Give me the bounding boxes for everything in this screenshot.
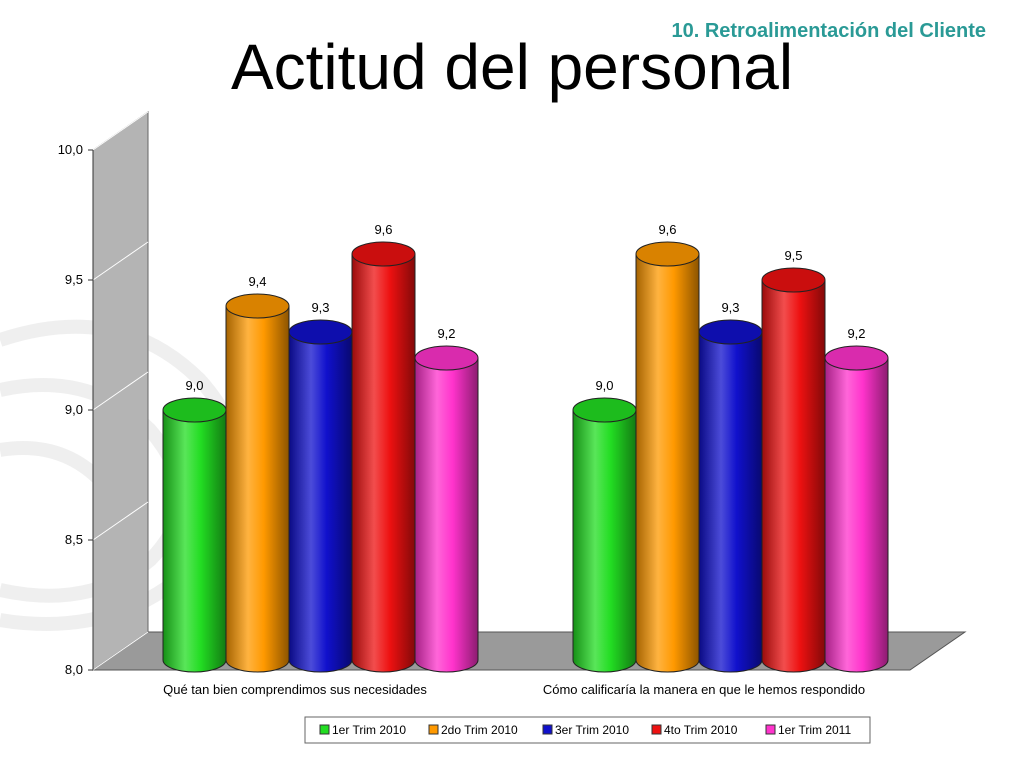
legend-item: 3er Trim 2010 [542, 723, 629, 737]
y-tick-label: 8,0 [65, 662, 83, 677]
data-label: 9,6 [658, 222, 676, 237]
data-label: 9,0 [595, 378, 613, 393]
data-label: 9,6 [374, 222, 392, 237]
bar-4-cat-2 [761, 267, 826, 673]
bar-5-cat-2 [824, 345, 889, 673]
data-label: 9,3 [311, 300, 329, 315]
section-tag: 10. Retroalimentación del Cliente [671, 20, 986, 42]
y-tick-label: 10,0 [58, 142, 83, 157]
legend-label: 2do Trim 2010 [441, 723, 518, 737]
y-tick-label: 8,5 [65, 532, 83, 547]
legend-label: 4to Trim 2010 [664, 723, 738, 737]
legend-label: 1er Trim 2011 [778, 723, 851, 737]
bar-2-cat-2 [635, 241, 700, 673]
bar-2-cat-1 [225, 293, 290, 673]
legend: 1er Trim 2010 2do Trim 2010 3er Trim 2010 4… [304, 716, 871, 744]
legend-item: 4to Trim 2010 [651, 723, 738, 737]
gridline [92, 111, 149, 151]
legend-label: 3er Trim 2010 [555, 723, 629, 737]
gridline [92, 631, 149, 671]
y-tick-label: 9,5 [65, 272, 83, 287]
data-label: 9,2 [437, 326, 455, 341]
x-category-label: Qué tan bien comprendimos sus necesidade… [163, 682, 427, 697]
legend-item: 1er Trim 2011 [765, 723, 851, 737]
bar-5-cat-1 [414, 345, 479, 673]
y-tick-label: 9,0 [65, 402, 83, 417]
gridline [92, 371, 149, 411]
bar-4-cat-1 [351, 241, 416, 673]
x-category-label: Cómo calificaría la manera en que le hem… [543, 682, 865, 697]
data-label: 9,4 [248, 274, 266, 289]
data-label: 9,0 [185, 378, 203, 393]
legend-swatch [428, 724, 439, 735]
bar-3-cat-1 [288, 319, 353, 673]
data-label: 9,5 [784, 248, 802, 263]
legend-swatch [319, 724, 330, 735]
legend-label: 1er Trim 2010 [332, 723, 406, 737]
legend-swatch [651, 724, 662, 735]
legend-item: 2do Trim 2010 [428, 723, 518, 737]
legend-item: 1er Trim 2010 [319, 723, 406, 737]
legend-swatch [765, 724, 776, 735]
page-title: Actitud del personal [230, 31, 794, 103]
bar-3-cat-2 [698, 319, 763, 673]
bar-1-cat-2 [572, 397, 637, 673]
gridline [92, 241, 149, 281]
legend-swatch [542, 724, 553, 735]
data-label: 9,2 [847, 326, 865, 341]
data-label: 9,3 [721, 300, 739, 315]
bar-1-cat-1 [162, 397, 227, 673]
gridline [92, 501, 149, 541]
